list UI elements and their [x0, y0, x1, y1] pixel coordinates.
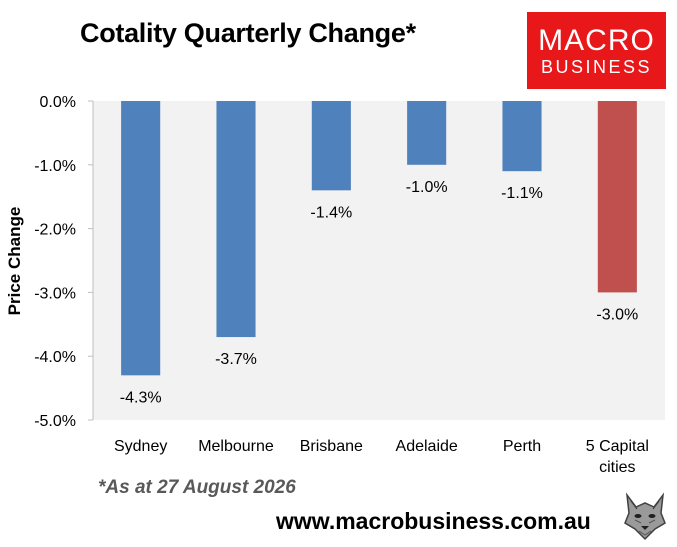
macrobusiness-logo: MACRO BUSINESS	[527, 12, 666, 89]
x-tick-labels: Sydney Melbourne Brisbane Adelaide Perth 5 Ca…	[114, 438, 649, 476]
data-label: -1.1%	[501, 185, 543, 202]
y-tick-label: -5.0%	[34, 413, 76, 430]
data-label: -1.4%	[310, 204, 352, 221]
y-tick-label: -2.0%	[34, 222, 76, 239]
logo-line-2: BUSINESS	[540, 57, 653, 77]
bars: -4.3% -3.7% -1.4% -1.0% -1.1% -3.0%	[120, 101, 638, 406]
bar-melbourne	[216, 101, 256, 338]
x-tick-label: 5 Capital cities	[586, 438, 649, 476]
plot-area	[93, 101, 665, 420]
wolf-icon	[619, 489, 671, 541]
x-tick-label: Sydney	[114, 438, 167, 455]
data-label: -3.0%	[596, 306, 638, 323]
y-tick-label: 0.0%	[40, 94, 76, 111]
bar-brisbane	[311, 101, 351, 191]
y-tick-label: -4.0%	[34, 349, 76, 366]
y-tick-label: -3.0%	[34, 285, 76, 302]
x-tick-label: Melbourne	[198, 438, 274, 455]
data-label: -1.0%	[406, 179, 448, 196]
data-label: -4.3%	[120, 389, 162, 406]
bar-adelaide	[407, 101, 447, 165]
x-tick-label: Brisbane	[300, 438, 363, 455]
y-ticks: 0.0% -1.0% -2.0% -3.0% -4.0% -5.0%	[34, 94, 93, 430]
x-tick-label: Adelaide	[396, 438, 458, 455]
website-url[interactable]: www.macrobusiness.com.au	[276, 508, 591, 534]
x-tick-label: Perth	[503, 438, 541, 455]
footnote: *As at 27 August 2026	[98, 477, 296, 498]
logo-line-1: MACRO	[538, 24, 655, 57]
data-label: -3.7%	[215, 351, 257, 368]
y-tick-label: -1.0%	[34, 158, 76, 175]
bar-perth	[502, 101, 542, 172]
y-axis-label: Price Change	[5, 207, 24, 316]
chart-title: Cotality Quarterly Change*	[80, 18, 416, 48]
bar-sydney	[121, 101, 161, 376]
bar-5-capital-cities	[597, 101, 637, 293]
